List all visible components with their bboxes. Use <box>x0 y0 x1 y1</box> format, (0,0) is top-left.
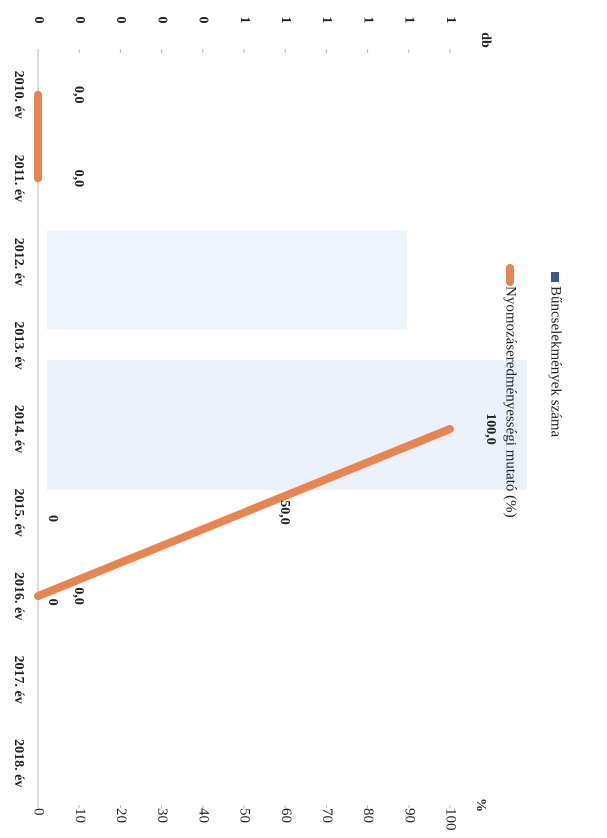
y-tick-label: 1 <box>278 17 293 24</box>
y2-tick-label: 50 <box>237 808 253 823</box>
y-tick-label: 1 <box>402 17 417 24</box>
line-value-label: 0,0 <box>71 170 86 188</box>
y2-tick-label: 70 <box>319 808 335 823</box>
y-tick-label: 1 <box>319 17 334 24</box>
y-tick-label: 1 <box>443 17 458 24</box>
y-tick-label: 1 <box>360 17 375 24</box>
background-image <box>47 230 407 330</box>
x-tick-label: 2017. év <box>11 656 26 704</box>
y2-tick-label: 60 <box>278 808 294 823</box>
legend-label: Nyomozáseredményességi mutató (%) <box>503 286 519 518</box>
line <box>34 90 454 601</box>
bar-value-label: 0 <box>45 515 60 522</box>
y2-tick-label: 10 <box>72 808 88 823</box>
y2-tick-label: 0 <box>31 808 47 816</box>
bar-value-label: 0 <box>45 599 60 606</box>
y-tick-label: 0 <box>154 17 169 24</box>
background-image <box>47 360 527 490</box>
x-tick-label: 2015. év <box>11 488 26 536</box>
legend-label: Bűncselekmények száma <box>548 286 564 438</box>
legend-swatch <box>551 272 559 282</box>
line-value-label: 100,0 <box>483 413 498 445</box>
line-value-label: 0,0 <box>71 86 86 104</box>
y-tick-label: 0 <box>31 17 46 24</box>
y2-tick-label: 100 <box>443 808 459 831</box>
x-tick-label: 2018. év <box>11 739 26 787</box>
x-tick-label: 2012. év <box>11 238 26 286</box>
x-tick-label: 2010. év <box>11 71 26 119</box>
y2-tick-label: 80 <box>360 808 376 823</box>
x-tick-label: 2016. év <box>11 572 26 620</box>
y-tick-label: 0 <box>196 17 211 24</box>
y2-tick-label: 40 <box>195 808 211 823</box>
rotated-chart: db % 0 0 0 0 0 1 1 1 1 1 10 10 20 30 40 50 60 70 80 90 10020… <box>11 17 564 831</box>
y-tick-label: 0 <box>113 17 128 24</box>
y-tick-label: 0 <box>72 17 87 24</box>
y2-axis-label: % <box>473 798 488 812</box>
y2-tick-label: 20 <box>113 808 129 823</box>
line-value-label: 50,0 <box>277 500 292 525</box>
x-tick-label: 2014. év <box>11 405 26 453</box>
y-axis-label: db <box>478 32 493 48</box>
line-value-label: 0,0 <box>71 587 86 605</box>
y2-tick-label: 30 <box>154 808 170 823</box>
y-tick-label: 1 <box>237 17 252 24</box>
legend: Bűncselekmények száma Nyomozáseredményess… <box>503 264 564 518</box>
y2-tick-label: 90 <box>401 808 417 823</box>
x-tick-label: 2013. év <box>11 321 26 369</box>
x-tick-label: 2011. év <box>11 155 26 202</box>
